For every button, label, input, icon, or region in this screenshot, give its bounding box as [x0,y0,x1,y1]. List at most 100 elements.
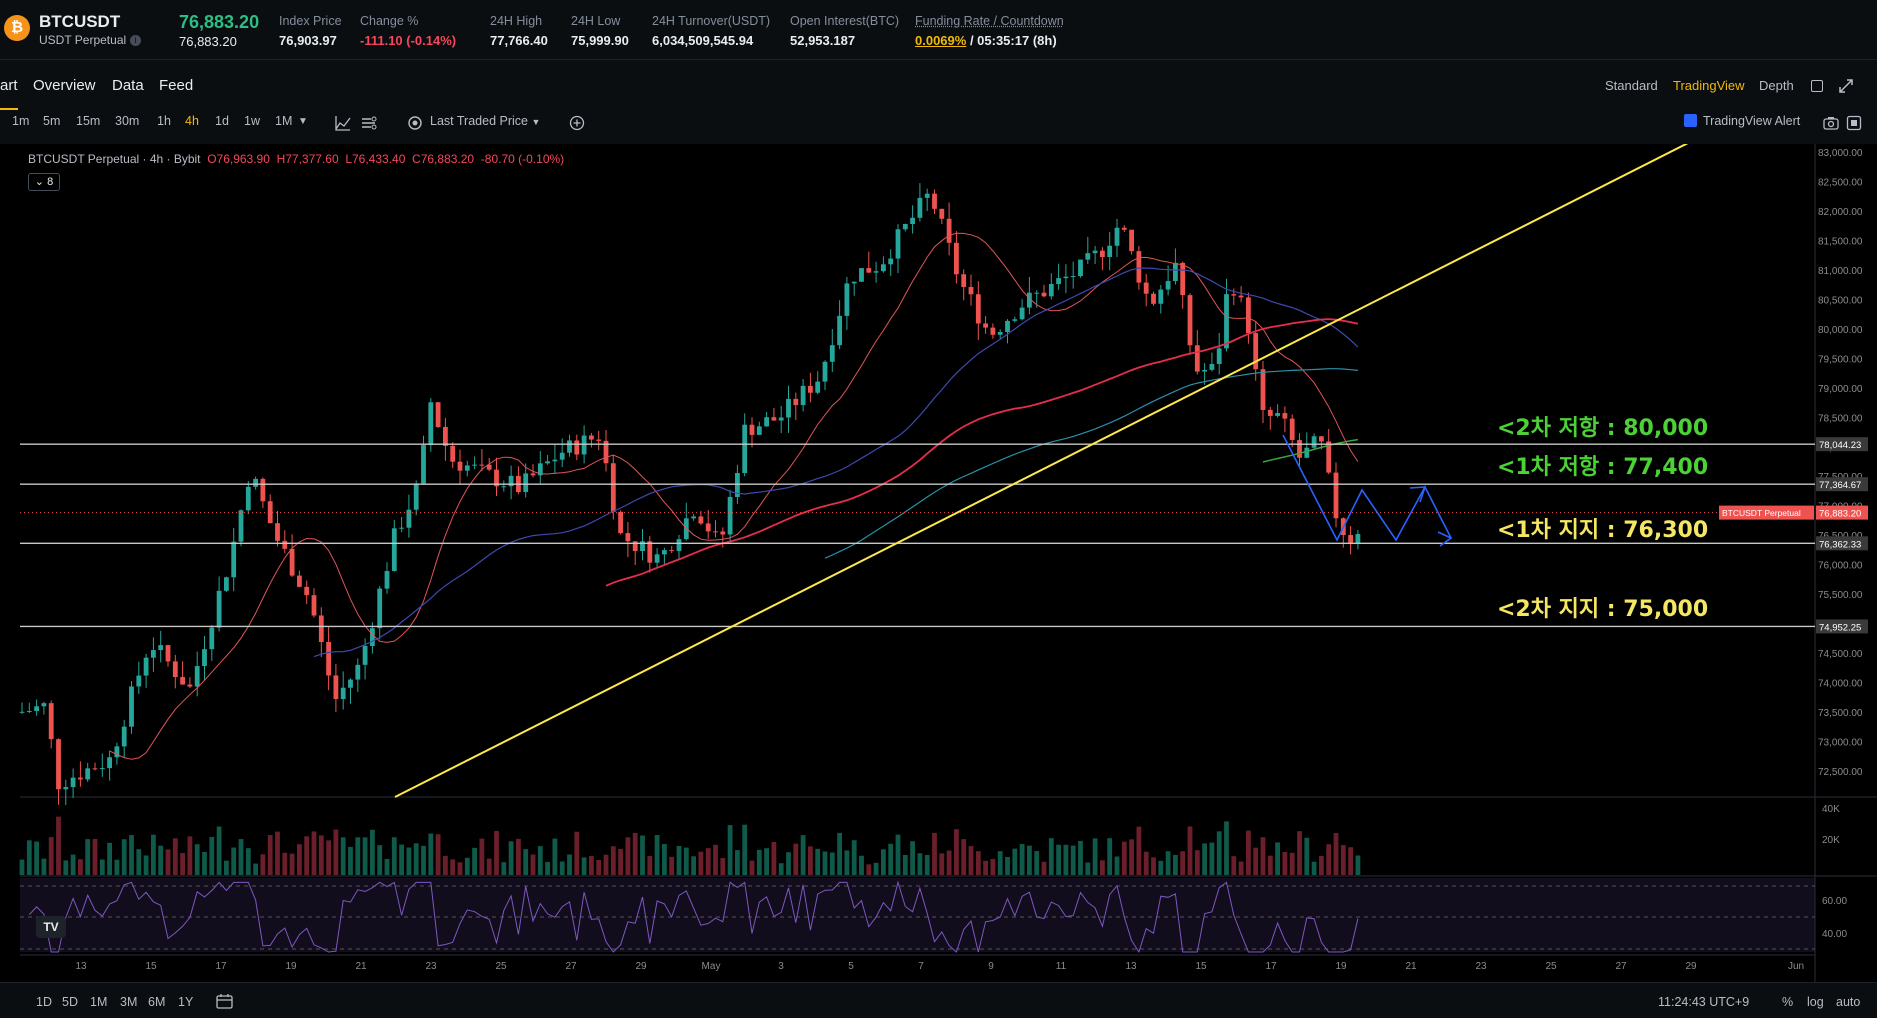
candle [1297,439,1302,458]
tf-5m[interactable]: 5m [43,114,61,128]
layout-toggle-icon[interactable] [1811,80,1823,92]
volume-bar [253,863,258,875]
volume-bar [720,858,726,875]
range-6m[interactable]: 6M [148,995,166,1009]
candle [1194,345,1200,372]
range-1y[interactable]: 1Y [178,995,194,1009]
candle [136,675,142,687]
candle [1224,294,1229,349]
candle [559,452,565,460]
add-compare-icon[interactable] [569,115,585,131]
candle [253,478,258,487]
volume-bar [1333,833,1339,875]
volume-bar [238,839,244,875]
rsi-line [28,880,1359,954]
volume-bar [939,853,945,875]
stat-label: Change % [360,14,419,28]
templates-icon[interactable] [361,115,377,131]
volume-bar [917,853,923,875]
volume-bar [1209,842,1215,875]
rsi-axis-label: 40.00 [1822,929,1847,940]
tf-30m[interactable]: 30m [115,114,140,128]
volume-axis-label: 20K [1822,835,1840,846]
candle [1085,253,1091,260]
percent-scale-toggle[interactable]: % [1782,995,1794,1009]
price-axis-label: 74,500.00 [1818,649,1863,660]
candle [1165,281,1171,290]
volume-bar [647,856,653,875]
price-axis-label: 80,000.00 [1818,325,1863,336]
tab-chart[interactable]: art [0,77,18,94]
candle [1151,293,1156,304]
candle [216,590,222,628]
price-source-select[interactable]: Last Traded Price ▼ [430,114,541,128]
tf-1m[interactable]: 1m [12,114,30,128]
price-source-icon[interactable] [407,115,423,131]
tab-overview[interactable]: Overview [33,77,96,94]
volume-bar [727,825,733,875]
candle [1333,472,1339,519]
date-axis-label: May [702,961,721,972]
rsi-pane-background [20,878,1815,952]
volume-bar [924,854,930,875]
tab-feed[interactable]: Feed [159,77,194,94]
candle [902,223,908,230]
tradingview-logo-icon[interactable]: TV [36,916,66,938]
log-scale-toggle[interactable]: log [1807,995,1824,1009]
indicators-collapse-toggle[interactable]: ⌄ 8 [28,173,60,191]
candle [297,575,302,587]
tf-15m[interactable]: 15m [76,114,101,128]
tradingview-alert-button[interactable]: TradingView Alert [1684,114,1800,128]
tf-1M[interactable]: 1M [275,114,293,128]
symbol-name[interactable]: BTCUSDT [39,12,121,31]
volume-bar [516,838,521,875]
candle [691,516,696,519]
view-standard[interactable]: Standard [1605,78,1658,93]
level-annotation: <1차 지지 : 76,300 [1497,518,1708,543]
volume-bar [121,839,127,875]
candle [413,483,419,510]
date-axis-label: 3 [778,961,784,972]
chart-settings-icon[interactable] [1846,115,1862,131]
auto-scale-toggle[interactable]: auto [1836,995,1861,1009]
candle [786,398,791,418]
candle [1107,245,1113,258]
view-depth[interactable]: Depth [1759,78,1794,93]
candle [92,768,98,770]
goto-date-icon[interactable] [216,993,234,1009]
volume-bar [764,848,769,875]
candle [610,463,616,512]
volume-bar [683,847,689,875]
bitcoin-icon: ₿ [4,15,30,41]
range-1d[interactable]: 1D [36,995,52,1009]
info-icon[interactable]: i [130,35,142,46]
candle [151,650,156,658]
tf-4h[interactable]: 4h [185,114,199,128]
price-chart[interactable]: 83,000.00 82,500.00 82,000.00 81,500.00 81,0… [0,144,1877,982]
timeframe-dropdown-icon[interactable]: ▼ [298,116,308,127]
tf-1h[interactable]: 1h [157,114,171,128]
tf-1w[interactable]: 1w [244,114,260,128]
level-price-tag [1816,536,1868,551]
range-3m[interactable]: 3M [120,995,138,1009]
indicators-icon[interactable] [335,115,351,131]
level-price-label: 77,364.67 [1819,480,1861,491]
last-price-tag [1816,505,1868,520]
projection-path [1282,434,1452,542]
funding-label[interactable]: Funding Rate / Countdown [915,14,1064,28]
view-tradingview[interactable]: TradingView [1673,78,1745,93]
stat-label: 24H Low [571,14,621,28]
candle [70,777,76,788]
range-1m[interactable]: 1M [90,995,108,1009]
fullscreen-icon[interactable] [1838,78,1854,94]
camera-icon[interactable] [1823,115,1839,131]
funding-rate[interactable]: 0.0069% [915,33,967,48]
volume-bar [1143,851,1149,875]
tab-data[interactable]: Data [112,77,144,94]
stat-value: -111.10 (-0.14%) [360,33,457,48]
clock[interactable]: 11:24:43 UTC+9 [1658,995,1750,1009]
range-5d[interactable]: 5D [62,995,78,1009]
volume-bar [1048,838,1054,875]
candle [165,645,171,662]
tf-1d[interactable]: 1d [215,114,229,128]
